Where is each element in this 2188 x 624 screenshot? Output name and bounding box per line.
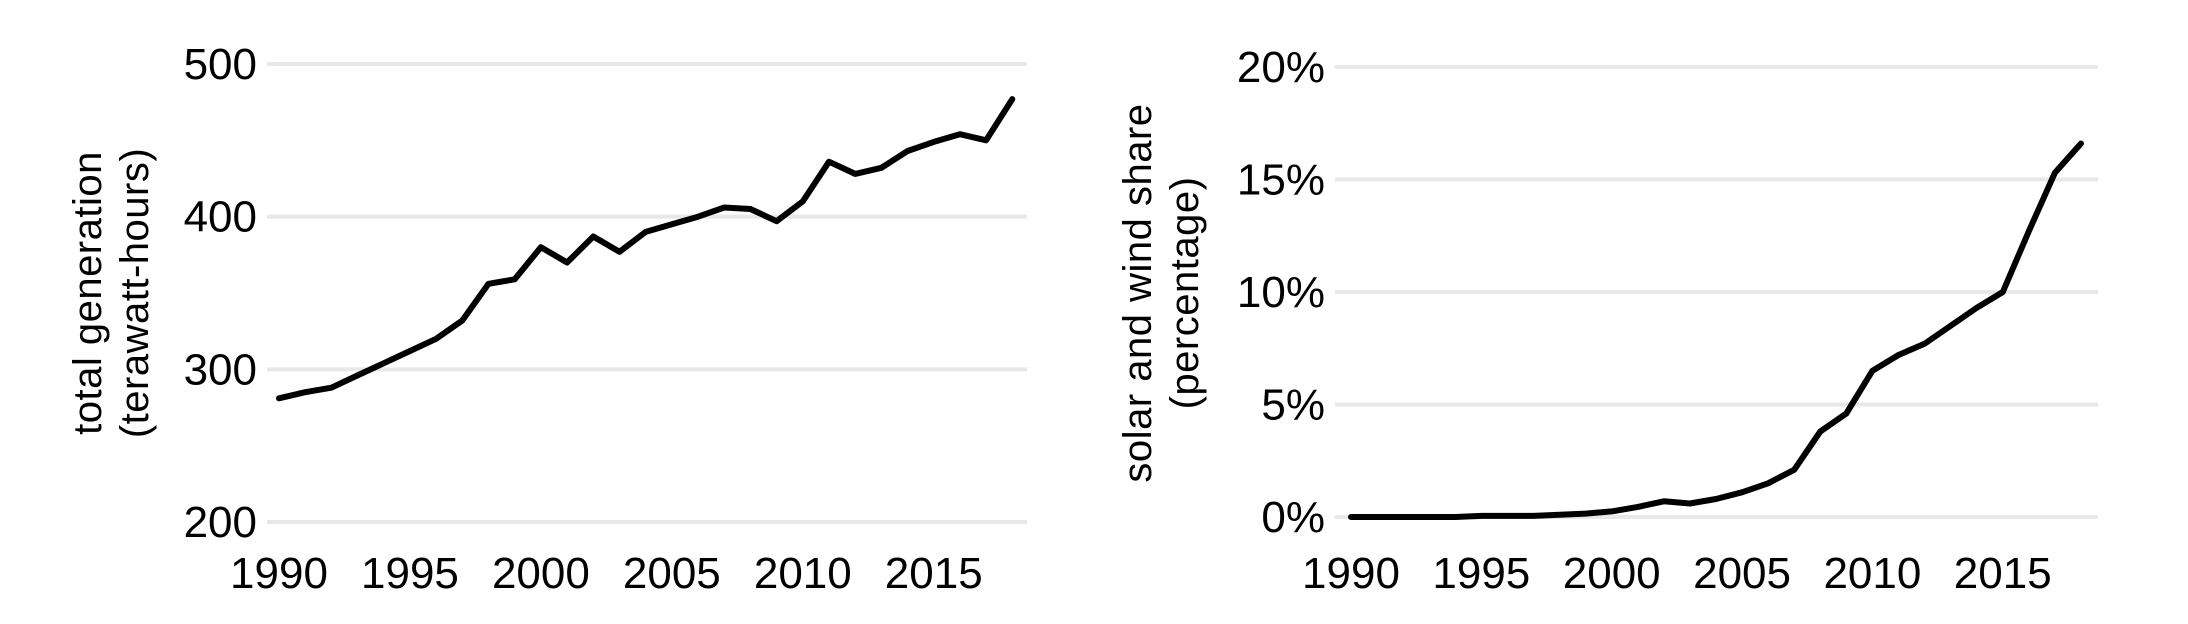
x-tick-label: 2010 [754,549,852,598]
x-tick-label: 2010 [1823,549,1921,598]
left-y-axis-title-line2: (terawatt-hours) [113,147,157,439]
x-tick-label: 2000 [1563,549,1661,598]
y-tick-label: 200 [184,498,257,547]
left-y-axis-title: total generation (terawatt-hours) [65,0,159,605]
y-tick-label: 15% [1237,156,1325,205]
x-tick-label: 2000 [492,549,590,598]
left-y-axis-title-line1: total generation [66,151,110,435]
y-tick-label: 5% [1261,381,1325,430]
y-tick-label: 10% [1237,268,1325,317]
x-tick-label: 2005 [623,549,721,598]
right-y-axis-title-line2: (percentage) [1163,176,1207,410]
right-y-axis-title: solar and wind share (percentage) [1115,0,1209,605]
x-tick-label: 1995 [1432,549,1530,598]
x-tick-label: 1990 [230,549,328,598]
x-tick-label: 2005 [1693,549,1791,598]
data-line [276,96,1016,402]
total-generation-chart: 200 300 400 500 1990 1995 2000 2005 2010 2015 [184,40,1027,598]
solar-wind-share-chart: 0% 5% 10% 15% 20% 1990 1995 2000 2005 2010 2015 [1237,43,2098,598]
data-line [1348,140,2084,520]
y-tick-label: 0% [1261,493,1325,542]
y-tick-label: 500 [184,40,257,89]
x-tick-label: 1990 [1302,549,1400,598]
x-tick-label: 2015 [1954,549,2052,598]
y-tick-label: 20% [1237,43,1325,92]
y-tick-label: 400 [184,193,257,242]
right-y-axis-title-line1: solar and wind share [1116,103,1160,483]
y-tick-label: 300 [184,345,257,394]
x-tick-label: 2015 [885,549,983,598]
x-tick-label: 1995 [361,549,459,598]
